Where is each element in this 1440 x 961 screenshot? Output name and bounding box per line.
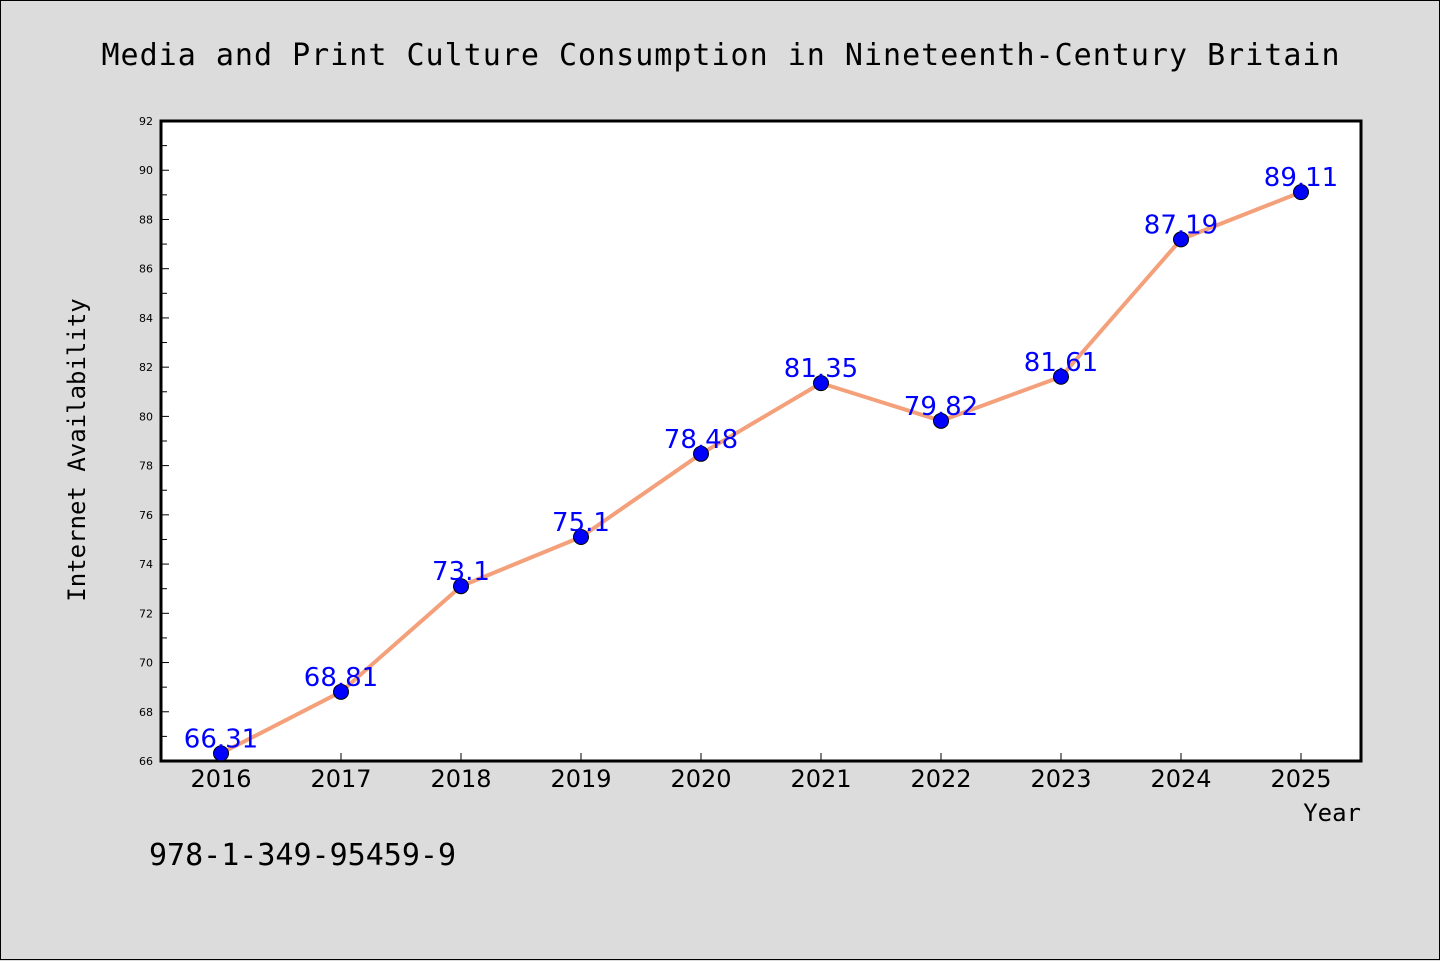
- x-tick-label: 2022: [910, 765, 971, 793]
- y-axis: 66 68 70 72 74 76 78 80 82 84 86 88 90 92: [139, 115, 169, 768]
- x-tick-label: 2017: [310, 765, 371, 793]
- data-point: [933, 412, 949, 429]
- data-label: 68.81: [304, 663, 378, 693]
- y-tick-label: 74: [139, 558, 153, 571]
- y-tick-label: 92: [139, 115, 153, 128]
- y-tick-label: 70: [139, 657, 153, 670]
- y-tick-label: 82: [139, 361, 153, 374]
- chart-title: Media and Print Culture Consumption in N…: [102, 38, 1341, 73]
- data-point: [573, 529, 589, 545]
- data-label: 79.82: [904, 392, 978, 422]
- x-tick-label: 2021: [790, 765, 851, 793]
- data-point: [213, 745, 229, 762]
- series-line: [220, 190, 1302, 756]
- x-tick-label: 2025: [1270, 765, 1331, 793]
- x-tick-label: 2016: [190, 765, 251, 793]
- x-tick-label: 2019: [550, 765, 611, 793]
- x-tick-label: 2023: [1030, 765, 1091, 793]
- data-label: 73.1: [432, 557, 490, 587]
- y-tick-label: 72: [139, 607, 153, 620]
- plot-area: [159, 119, 1363, 763]
- y-tick-label: 76: [139, 509, 153, 522]
- data-label: 75.1: [552, 508, 610, 538]
- data-labels: 66.31 68.81 73.1 75.1 78.48 81.35 79.82 81.61 87…: [184, 163, 1338, 754]
- data-point: [1293, 184, 1309, 201]
- y-tick-label: 86: [139, 263, 153, 276]
- y-tick-label: 66: [139, 755, 153, 768]
- y-tick-label: 80: [139, 410, 153, 423]
- data-label: 81.35: [784, 354, 858, 384]
- data-label: 87.19: [1144, 210, 1218, 240]
- data-label: 78.48: [664, 425, 738, 455]
- series-internet-availability: [213, 184, 1309, 762]
- data-label: 89.11: [1264, 163, 1338, 193]
- y-tick-label: 84: [139, 312, 153, 325]
- isbn-text: 978-1-349-95459-9: [149, 838, 456, 873]
- x-tick-label: 2020: [670, 765, 731, 793]
- x-tick-label: 2024: [1150, 765, 1211, 793]
- data-point: [1053, 368, 1069, 385]
- data-point: [813, 375, 829, 392]
- y-tick-label: 78: [139, 460, 153, 473]
- x-axis: 2016 2017 2018 2019 2020 2021 2022 2023 2024 2025: [190, 753, 1332, 793]
- data-label: 81.61: [1024, 348, 1098, 378]
- y-tick-label: 68: [139, 706, 153, 719]
- y-axis-label: Internet Availability: [63, 298, 91, 601]
- x-axis-label: Year: [1303, 799, 1361, 827]
- data-label: 66.31: [184, 724, 258, 754]
- data-point: [1173, 231, 1189, 248]
- y-tick-label: 88: [139, 213, 153, 226]
- data-point: [693, 445, 709, 462]
- data-point: [333, 683, 349, 700]
- y-tick-label: 90: [139, 164, 153, 177]
- data-point: [453, 578, 469, 595]
- x-tick-label: 2018: [430, 765, 491, 793]
